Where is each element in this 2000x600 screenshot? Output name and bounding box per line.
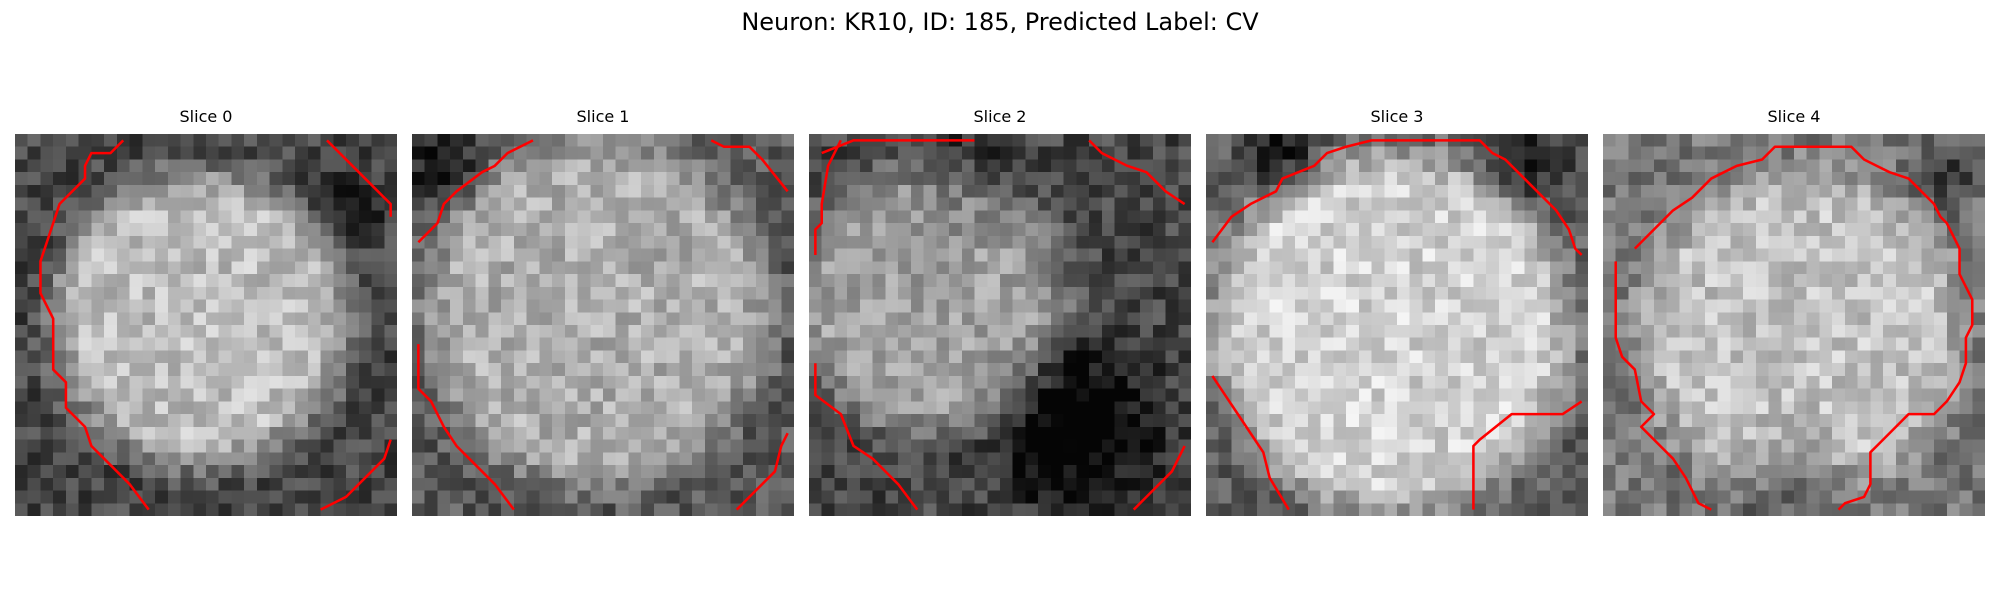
roi-contour: [39, 139, 150, 511]
roi-contour: [320, 439, 392, 511]
slice-title: Slice 4: [1767, 107, 1821, 126]
roi-contour: [417, 344, 515, 511]
roi-contour: [735, 432, 789, 511]
roi-contour: [710, 139, 789, 193]
roi-contour: [821, 139, 975, 155]
roi-contour: [1472, 400, 1583, 510]
slice-title: Slice 0: [179, 107, 233, 126]
slice-title: Slice 2: [973, 107, 1027, 126]
figure-title: Neuron: KR10, ID: 185, Predicted Label: …: [741, 8, 1259, 36]
roi-contour: [814, 363, 919, 511]
slice-image: [15, 134, 397, 516]
slice-image: [1206, 134, 1588, 516]
roi-contour: [1088, 139, 1186, 206]
slice-title: Slice 3: [1370, 107, 1424, 126]
roi-contour: [1211, 139, 1583, 256]
slice-image: [1603, 134, 1985, 516]
roi-contour: [814, 139, 842, 255]
roi-contour: [1132, 445, 1186, 511]
slice-image: [412, 134, 794, 516]
roi-contour: [1211, 375, 1290, 511]
roi-contour: [1633, 145, 1974, 511]
roi-contour: [417, 139, 534, 244]
roi-contour: [326, 139, 392, 217]
slice-image: [809, 134, 1191, 516]
roi-contour: [1614, 261, 1712, 511]
slice-title: Slice 1: [576, 107, 630, 126]
